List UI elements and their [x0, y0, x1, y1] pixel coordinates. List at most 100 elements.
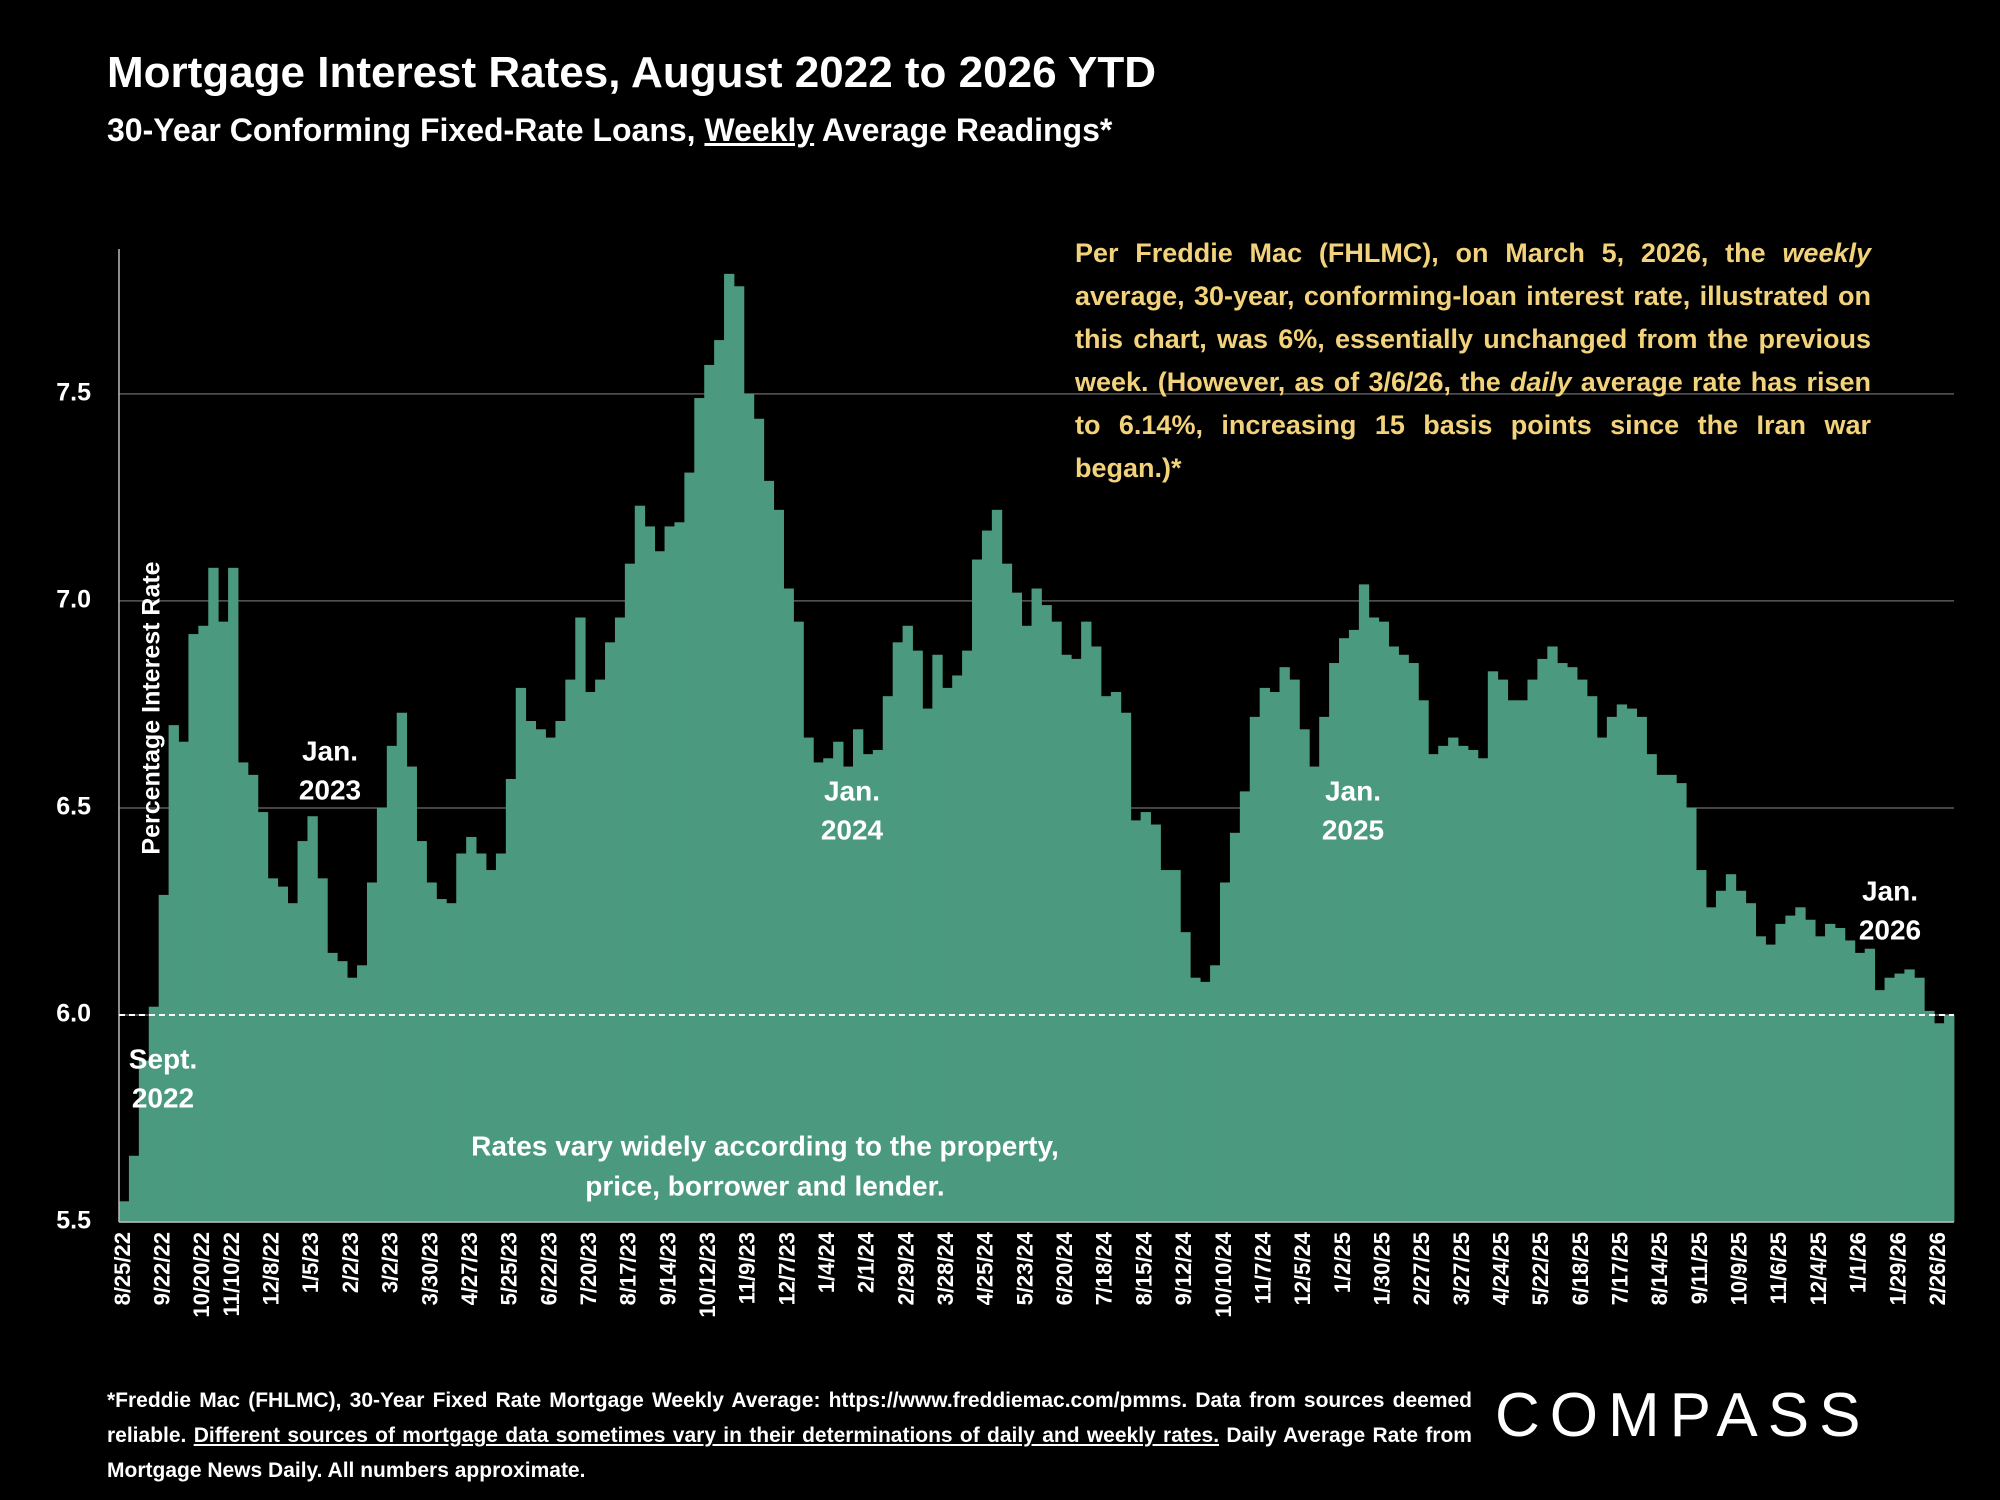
x-tick-label: 6/20/24	[1052, 1231, 1077, 1305]
bar	[853, 729, 864, 1222]
y-tick-label: 5.5	[56, 1207, 91, 1235]
footnote-text: Different sources of mortgage data somet…	[193, 1424, 1220, 1447]
bar	[991, 509, 1003, 1222]
bar	[585, 692, 596, 1222]
bar	[793, 621, 804, 1222]
bar	[396, 712, 408, 1222]
bar	[208, 567, 219, 1222]
bar	[1150, 824, 1161, 1222]
bar	[1914, 977, 1925, 1222]
bar	[932, 654, 943, 1222]
annotation: Jan.	[1325, 775, 1381, 806]
bar	[892, 642, 903, 1222]
bar	[1418, 700, 1429, 1222]
bar	[1706, 907, 1717, 1222]
bar	[277, 886, 289, 1222]
bar	[1626, 708, 1637, 1222]
bar	[1894, 973, 1905, 1222]
bar	[1874, 990, 1885, 1222]
bar	[773, 509, 784, 1222]
bar	[1061, 654, 1072, 1222]
subtitle-text: Average Readings*	[814, 112, 1113, 148]
bar	[1081, 621, 1092, 1222]
x-tick-label: 3/2/23	[378, 1232, 403, 1293]
annotation: 2022	[132, 1082, 194, 1113]
bar	[446, 903, 457, 1222]
x-tick-label: 9/12/24	[1171, 1231, 1196, 1305]
bar	[1854, 952, 1866, 1222]
bar	[1041, 605, 1052, 1222]
bar	[1110, 692, 1122, 1222]
bar	[1319, 716, 1330, 1222]
x-tick-label: 1/2/25	[1330, 1232, 1355, 1293]
bar	[1408, 663, 1419, 1222]
bar	[922, 708, 933, 1222]
bar	[823, 758, 834, 1222]
bar	[912, 650, 923, 1222]
bar	[1239, 791, 1251, 1222]
bar	[595, 679, 606, 1222]
y-axis-label: Percentage Interest Rate	[138, 561, 166, 854]
bar	[1448, 737, 1459, 1222]
x-tick-label: 6/22/23	[536, 1232, 561, 1305]
x-tick-label: 12/7/23	[774, 1232, 799, 1305]
bar	[1596, 737, 1608, 1222]
bar	[763, 480, 775, 1222]
bar	[1715, 890, 1727, 1222]
bar	[813, 762, 824, 1222]
chart-note: Rates vary widely according to the prope…	[471, 1130, 1059, 1161]
bar	[1140, 812, 1151, 1222]
bar	[426, 882, 437, 1222]
bar	[1795, 907, 1806, 1222]
bar	[1071, 658, 1082, 1222]
annotation: 2025	[1322, 814, 1384, 845]
x-tick-label: 11/9/23	[735, 1232, 760, 1304]
chart-subtitle: 30-Year Conforming Fixed-Rate Loans, Wee…	[107, 112, 1112, 149]
bar	[1725, 874, 1737, 1222]
note-text: weekly	[1782, 238, 1871, 268]
bar	[1517, 700, 1528, 1222]
bar	[1755, 936, 1766, 1222]
bar	[1269, 692, 1280, 1222]
footnote-text: *Freddie Mac (FHLMC), 30-Year Fixed Rate…	[107, 1389, 1472, 1447]
bar	[654, 551, 665, 1222]
footnote-text: Daily Average Rate from Mortgage News Da…	[107, 1424, 1472, 1482]
bar	[128, 1155, 140, 1222]
bar	[1229, 832, 1241, 1222]
bar	[1259, 687, 1270, 1222]
y-tick-label: 6.0	[56, 1000, 91, 1028]
bar	[1497, 679, 1509, 1222]
bar	[1944, 1014, 1955, 1222]
subtitle-text: 30-Year Conforming Fixed-Rate Loans,	[107, 112, 705, 148]
x-tick-label: 12/4/25	[1806, 1232, 1831, 1305]
x-tick-label: 8/17/23	[616, 1232, 641, 1305]
note-text: average, 30-year, conforming-loan intere…	[1075, 281, 1871, 397]
bar	[1477, 758, 1489, 1222]
bar	[138, 1060, 150, 1222]
bar	[357, 965, 368, 1222]
bar	[347, 977, 358, 1222]
x-tick-label: 11/6/25	[1766, 1232, 1791, 1304]
bar	[1676, 783, 1687, 1222]
bar	[1011, 592, 1023, 1222]
x-tick-label: 7/17/25	[1608, 1232, 1633, 1305]
bar	[1051, 621, 1062, 1222]
bar	[1170, 870, 1181, 1222]
bar	[327, 952, 338, 1222]
bar	[1279, 667, 1290, 1222]
bar	[1467, 749, 1479, 1222]
bar	[733, 286, 745, 1223]
x-tick-label: 8/14/25	[1647, 1232, 1672, 1305]
x-tick-label: 10/20/22	[189, 1232, 214, 1318]
bar	[1388, 646, 1399, 1222]
bar	[535, 729, 546, 1222]
annotation: Jan.	[824, 775, 880, 806]
bar	[1001, 563, 1013, 1222]
bar	[436, 899, 447, 1222]
bar	[1567, 667, 1578, 1222]
x-tick-label: 10/12/23	[695, 1232, 720, 1318]
x-tick-label: 1/29/26	[1885, 1232, 1910, 1305]
x-tick-label: 3/27/25	[1449, 1232, 1474, 1305]
bar	[1904, 969, 1915, 1222]
bar	[1100, 696, 1112, 1222]
